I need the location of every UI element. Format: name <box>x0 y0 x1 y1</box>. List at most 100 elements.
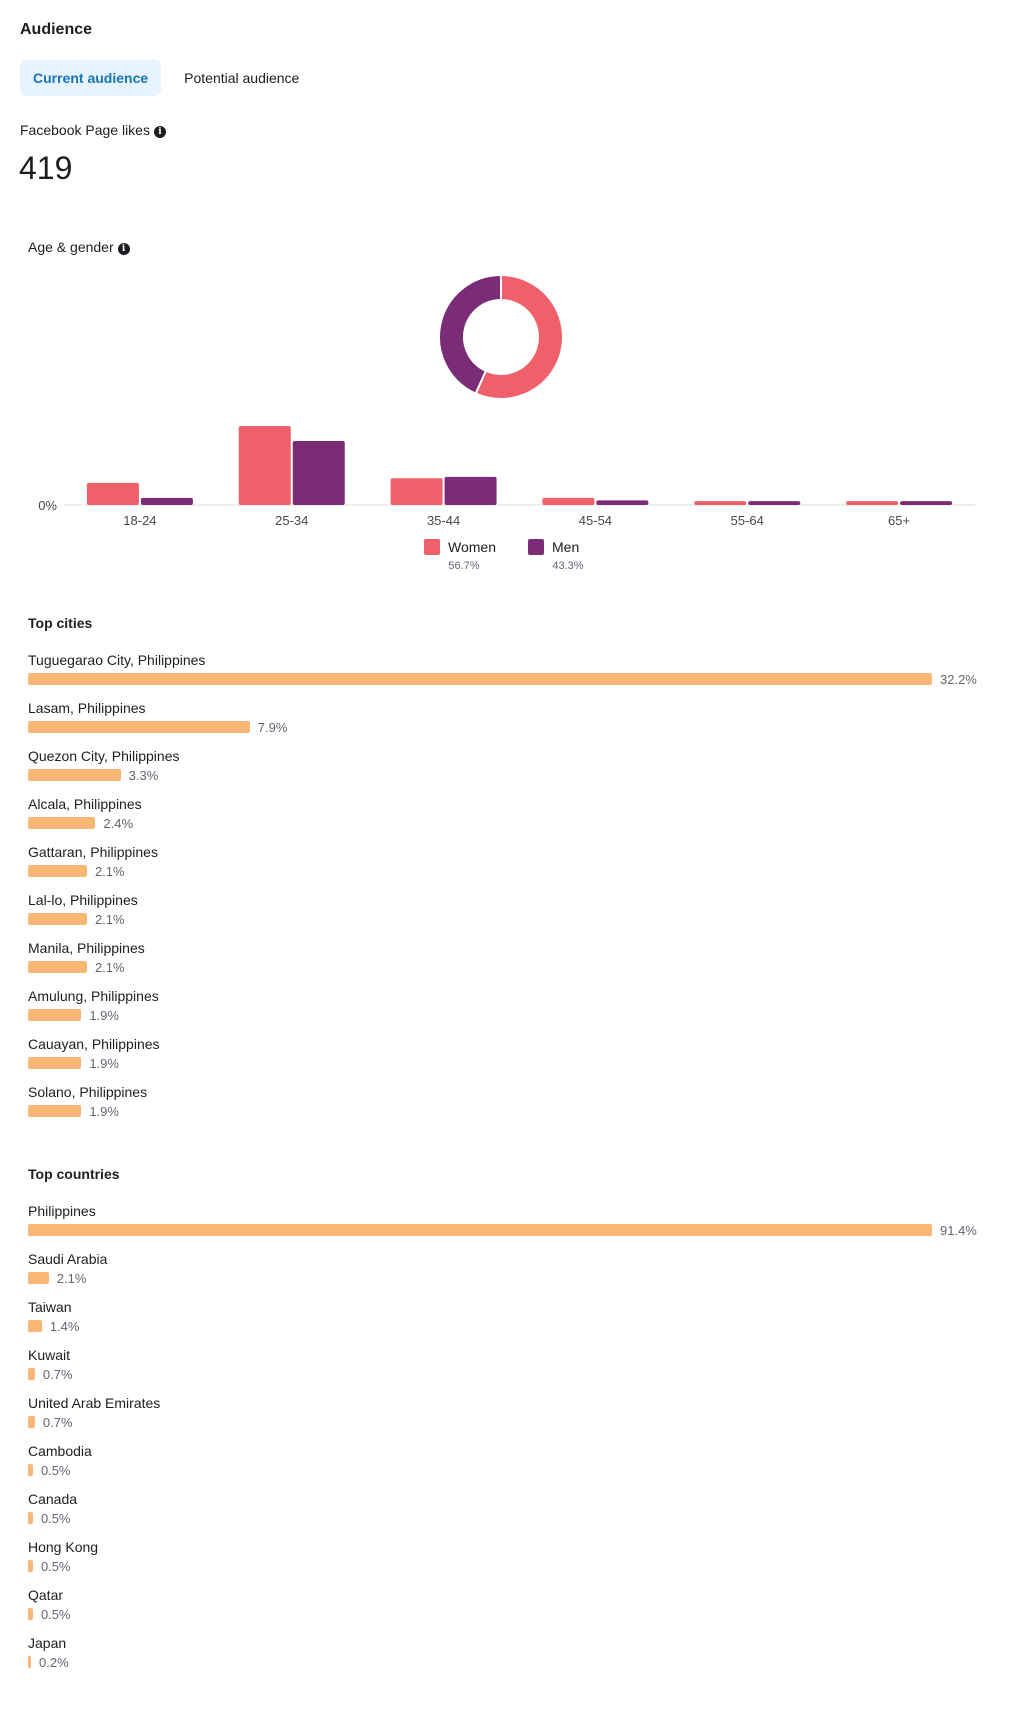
bar-label: Philippines <box>28 1203 96 1219</box>
bar-fill[interactable] <box>28 1320 42 1332</box>
bar-percent: 2.4% <box>103 815 134 831</box>
bar-label: Cauayan, Philippines <box>28 1036 160 1052</box>
list-item: Cambodia 0.5% <box>28 1443 988 1491</box>
list-item: Cauayan, Philippines 1.9% <box>28 1036 988 1084</box>
bar-row: 0.5% <box>28 1463 71 1478</box>
bar-men-25-34[interactable] <box>292 441 345 505</box>
bar-women-65plus[interactable] <box>846 501 899 505</box>
age-gender-label: Age & gender <box>28 239 114 255</box>
gender-legend: Women 56.7% Men 43.3% <box>424 539 584 572</box>
bar-label: Gattaran, Philippines <box>28 844 158 860</box>
bar-fill[interactable] <box>28 721 250 733</box>
bar-women-55-64[interactable] <box>694 501 747 505</box>
list-item: Taiwan 1.4% <box>28 1299 988 1347</box>
legend-swatch-women <box>424 539 440 555</box>
donut-slice-men[interactable] <box>438 273 502 395</box>
bar-label: Taiwan <box>28 1299 72 1315</box>
bar-fill[interactable] <box>28 817 96 829</box>
list-item: Quezon City, Philippines 3.3% <box>28 748 988 796</box>
list-item: Alcala, Philippines 2.4% <box>28 796 988 844</box>
bar-men-45-54[interactable] <box>596 500 649 505</box>
bar-percent: 0.5% <box>40 1510 71 1526</box>
page-likes-label-row: Facebook Page likes i <box>20 122 166 138</box>
bar-men-55-64[interactable] <box>748 501 801 505</box>
bar-row: 2.1% <box>28 960 125 975</box>
bar-fill[interactable] <box>28 769 121 781</box>
x-tick-label: 65+ <box>888 513 910 528</box>
tab-potential-audience[interactable]: Potential audience <box>184 70 300 86</box>
bar-row: 1.9% <box>28 1056 119 1071</box>
legend-percent-women: 56.7% <box>448 560 479 572</box>
bar-fill[interactable] <box>28 1512 33 1524</box>
bar-label: Amulung, Philippines <box>28 988 159 1004</box>
bar-label: Cambodia <box>28 1443 92 1459</box>
top-countries-list: Philippines 91.4% Saudi Arabia 2.1% Taiwan 1.… <box>28 1203 988 1683</box>
bar-men-18-24[interactable] <box>140 497 193 505</box>
bar-fill[interactable] <box>28 961 87 973</box>
bar-label: Canada <box>28 1491 78 1507</box>
top-countries-title: Top countries <box>28 1166 120 1182</box>
bar-men-35-44[interactable] <box>444 476 497 505</box>
list-item: Kuwait 0.7% <box>28 1347 988 1395</box>
bar-percent: 2.1% <box>94 863 125 879</box>
bar-fill[interactable] <box>28 1368 35 1380</box>
bar-fill[interactable] <box>28 1416 35 1428</box>
tab-current-audience[interactable]: Current audience <box>20 60 162 96</box>
bar-percent: 7.9% <box>257 719 288 735</box>
bar-fill[interactable] <box>28 1272 49 1284</box>
bar-row: 2.1% <box>28 863 125 879</box>
bar-fill[interactable] <box>28 1560 33 1572</box>
bar-label: Lasam, Philippines <box>28 700 146 716</box>
bar-fill[interactable] <box>28 1464 33 1476</box>
gender-donut <box>438 273 564 400</box>
bar-women-18-24[interactable] <box>86 482 139 505</box>
bar-percent: 0.5% <box>40 1558 71 1574</box>
bar-fill[interactable] <box>28 1224 932 1236</box>
bar-label: Tuguegarao City, Philippines <box>28 652 206 668</box>
bar-fill[interactable] <box>28 1105 82 1117</box>
bar-label: Qatar <box>28 1587 64 1603</box>
list-item: Lasam, Philippines 7.9% <box>28 700 988 748</box>
list-item: Manila, Philippines 2.1% <box>28 940 988 988</box>
legend-label-men: Men <box>552 539 579 555</box>
list-item: Philippines 91.4% <box>28 1203 988 1251</box>
age-gender-label-row: Age & gender i <box>28 239 130 255</box>
info-icon[interactable]: i <box>117 243 130 255</box>
bar-fill[interactable] <box>28 1608 33 1620</box>
bar-women-45-54[interactable] <box>542 497 595 505</box>
bar-row: 0.7% <box>28 1367 73 1382</box>
donut-slice-women[interactable] <box>474 273 564 400</box>
bar-men-65plus[interactable] <box>900 501 953 505</box>
bar-fill[interactable] <box>28 1009 82 1021</box>
bar-row: 0.5% <box>28 1607 71 1622</box>
bar-women-25-34[interactable] <box>238 426 291 505</box>
audience-tabs: Current audience Potential audience <box>20 60 322 96</box>
bar-fill[interactable] <box>28 673 932 685</box>
bar-label: Lal-lo, Philippines <box>28 892 138 908</box>
bar-percent: 2.1% <box>56 1270 87 1286</box>
bar-row: 2.1% <box>28 1270 87 1286</box>
list-item: United Arab Emirates 0.7% <box>28 1395 988 1443</box>
bar-row: 3.3% <box>28 767 159 783</box>
bar-women-35-44[interactable] <box>390 478 443 505</box>
bar-percent: 3.3% <box>128 767 159 783</box>
bar-fill[interactable] <box>28 913 87 925</box>
bar-label: Solano, Philippines <box>28 1084 148 1100</box>
info-icon[interactable]: i <box>153 126 166 138</box>
x-tick-label: 55-64 <box>731 513 764 528</box>
list-item: Lal-lo, Philippines 2.1% <box>28 892 988 940</box>
list-item: Canada 0.5% <box>28 1491 988 1539</box>
bar-percent: 32.2% <box>940 671 977 687</box>
bar-percent: 0.7% <box>42 1414 73 1430</box>
bar-label: Quezon City, Philippines <box>28 748 180 764</box>
bar-row: 91.4% <box>28 1223 977 1238</box>
bar-percent: 2.1% <box>94 911 125 927</box>
bar-fill[interactable] <box>28 1057 82 1069</box>
page-likes-value: 419 <box>19 150 73 186</box>
page-title: Audience <box>20 21 93 38</box>
x-tick-label: 45-54 <box>579 513 612 528</box>
x-tick-label: 18-24 <box>123 513 156 528</box>
bar-fill[interactable] <box>28 865 87 877</box>
bar-fill[interactable] <box>28 1656 31 1668</box>
bar-label: Japan <box>28 1635 67 1651</box>
